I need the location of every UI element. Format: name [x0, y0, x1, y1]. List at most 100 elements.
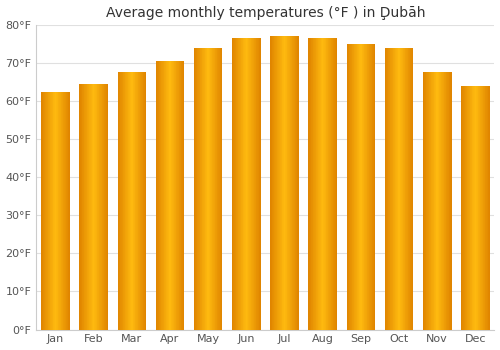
- Bar: [394, 48, 396, 330]
- Bar: [436, 72, 437, 330]
- Bar: [398, 48, 399, 330]
- Bar: [448, 72, 450, 330]
- Bar: [473, 86, 474, 330]
- Bar: [426, 72, 427, 330]
- Bar: [237, 38, 238, 330]
- Bar: [61, 92, 62, 330]
- Bar: [412, 48, 414, 330]
- Bar: [477, 86, 478, 330]
- Bar: [486, 86, 487, 330]
- Bar: [466, 86, 467, 330]
- Bar: [46, 92, 47, 330]
- Bar: [58, 92, 59, 330]
- Bar: [296, 36, 298, 330]
- Bar: [406, 48, 407, 330]
- Bar: [360, 44, 361, 330]
- Bar: [386, 48, 387, 330]
- Bar: [106, 84, 108, 330]
- Bar: [310, 38, 311, 330]
- Bar: [440, 72, 441, 330]
- Bar: [105, 84, 106, 330]
- Bar: [183, 61, 184, 330]
- Bar: [384, 48, 386, 330]
- Bar: [45, 92, 46, 330]
- Bar: [92, 84, 93, 330]
- Bar: [54, 92, 55, 330]
- Bar: [368, 44, 370, 330]
- Bar: [139, 72, 140, 330]
- Bar: [363, 44, 364, 330]
- Bar: [470, 86, 471, 330]
- Bar: [217, 48, 218, 330]
- Bar: [432, 72, 433, 330]
- Bar: [404, 48, 406, 330]
- Bar: [246, 38, 247, 330]
- Bar: [330, 38, 332, 330]
- Bar: [461, 86, 462, 330]
- Bar: [216, 48, 217, 330]
- Bar: [332, 38, 334, 330]
- Bar: [196, 48, 198, 330]
- Bar: [392, 48, 394, 330]
- Bar: [198, 48, 199, 330]
- Bar: [238, 38, 239, 330]
- Bar: [234, 38, 235, 330]
- Bar: [85, 84, 86, 330]
- Bar: [180, 61, 182, 330]
- Bar: [353, 44, 354, 330]
- Bar: [487, 86, 488, 330]
- Bar: [213, 48, 214, 330]
- Bar: [136, 72, 137, 330]
- Bar: [141, 72, 142, 330]
- Bar: [280, 36, 281, 330]
- Bar: [209, 48, 210, 330]
- Bar: [430, 72, 432, 330]
- Bar: [247, 38, 248, 330]
- Bar: [128, 72, 129, 330]
- Bar: [283, 36, 284, 330]
- Bar: [434, 72, 435, 330]
- Bar: [327, 38, 328, 330]
- Bar: [288, 36, 289, 330]
- Bar: [471, 86, 472, 330]
- Bar: [317, 38, 318, 330]
- Bar: [319, 38, 320, 330]
- Bar: [408, 48, 409, 330]
- Bar: [472, 86, 473, 330]
- Bar: [285, 36, 286, 330]
- Bar: [50, 92, 51, 330]
- Bar: [194, 48, 196, 330]
- Bar: [411, 48, 412, 330]
- Bar: [294, 36, 296, 330]
- Bar: [172, 61, 173, 330]
- Bar: [271, 36, 272, 330]
- Bar: [293, 36, 294, 330]
- Bar: [120, 72, 121, 330]
- Bar: [438, 72, 440, 330]
- Bar: [354, 44, 355, 330]
- Bar: [47, 92, 48, 330]
- Bar: [468, 86, 469, 330]
- Bar: [253, 38, 254, 330]
- Bar: [219, 48, 220, 330]
- Bar: [119, 72, 120, 330]
- Bar: [91, 84, 92, 330]
- Bar: [214, 48, 216, 330]
- Bar: [170, 61, 172, 330]
- Bar: [356, 44, 358, 330]
- Bar: [480, 86, 481, 330]
- Bar: [104, 84, 105, 330]
- Bar: [284, 36, 285, 330]
- Bar: [361, 44, 362, 330]
- Bar: [41, 92, 42, 330]
- Bar: [435, 72, 436, 330]
- Bar: [52, 92, 54, 330]
- Bar: [314, 38, 315, 330]
- Bar: [444, 72, 445, 330]
- Bar: [443, 72, 444, 330]
- Bar: [165, 61, 166, 330]
- Bar: [60, 92, 61, 330]
- Bar: [94, 84, 95, 330]
- Bar: [402, 48, 404, 330]
- Bar: [138, 72, 139, 330]
